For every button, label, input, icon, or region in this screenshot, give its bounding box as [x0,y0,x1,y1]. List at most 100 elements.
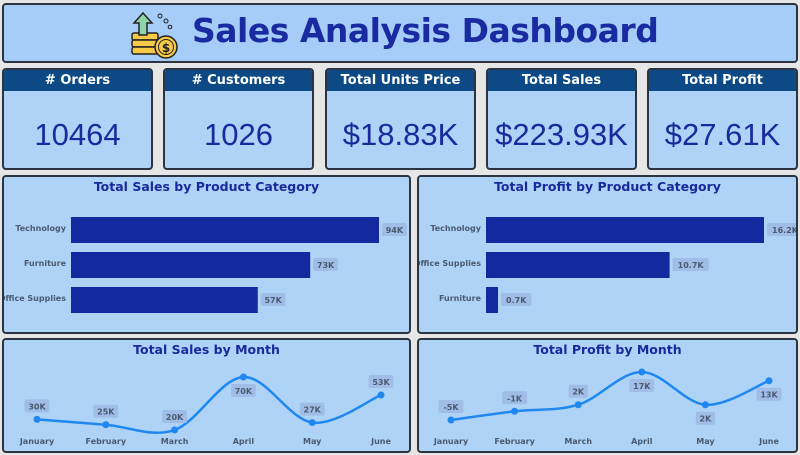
bar [486,252,670,278]
svg-text:$: $ [162,41,170,55]
category-label: Technology [15,224,66,233]
kpi-orders: # Orders 10464 [2,68,153,170]
data-label: 17K [633,382,651,391]
data-label-bg [382,223,407,236]
data-label-bg [672,258,709,271]
data-label-bg [756,387,782,401]
data-label-bg [93,404,119,418]
category-label: Office Supplies [419,259,481,268]
kpi-label: # Customers [165,70,312,91]
data-label: 2K [572,388,585,397]
kpi-label: Total Sales [488,70,635,91]
data-label: 53K [372,378,390,387]
data-label: 30K [28,402,46,411]
data-label: 13K [760,391,778,400]
data-label-bg [501,293,532,306]
data-point [574,401,582,409]
data-label-bg [695,411,715,425]
data-label-bg [568,384,588,398]
data-label: 0.7K [506,296,527,305]
bar [71,252,311,278]
sales-by-category-chart: Total Sales by Product Category Technolo… [2,175,411,334]
bar [71,287,258,313]
profit-by-month-chart: Total Profit by Month -5K January -1K Febru… [417,338,798,453]
data-point [377,391,385,399]
data-point [308,419,316,427]
dashboard-header: $ Sales Analysis Dashboard [2,3,798,63]
category-label: Furniture [439,294,482,303]
x-tick-label: March [564,437,592,446]
kpi-value: $223.93K [495,117,628,152]
data-label: 94K [386,226,404,235]
data-label-bg [438,400,464,413]
sales-by-month-chart: Total Sales by Month 30K January 25K Februa… [2,338,411,453]
data-label: -5K [443,403,459,412]
data-label: 10.7K [678,261,705,270]
money-growth-icon: $ [131,11,178,59]
kpi-total-profit: Total Profit $27.61K [647,68,798,170]
kpi-value: $27.61K [664,117,781,152]
data-label-bg [162,410,187,423]
x-tick-label: June [370,437,391,446]
x-tick-label: March [161,437,189,446]
data-label: 73K [317,261,335,270]
x-tick-label: June [758,437,779,446]
data-point [765,377,773,385]
kpi-total-units-price: Total Units Price $18.83K [325,68,476,170]
chart-title: Total Profit by Month [533,342,682,357]
kpi-label: # Orders [4,70,151,91]
data-label: 16.2K [772,226,796,235]
x-tick-label: February [494,437,535,446]
data-label: 20K [166,413,184,422]
kpi-value: $18.83K [342,117,459,152]
data-point [171,426,179,434]
kpi-value: 10464 [34,117,121,152]
data-label: -1K [507,394,523,403]
data-label: 25K [97,408,115,417]
series-line [450,370,770,422]
x-tick-label: April [233,437,255,446]
kpi-label: Total Units Price [327,70,474,91]
bar [71,217,379,243]
x-tick-label: May [303,437,322,446]
data-label-bg [313,258,338,271]
bar [486,287,499,313]
data-label: 70K [235,387,253,396]
data-label: 57K [264,296,282,305]
data-point [638,368,646,376]
kpi-customers: # Customers 1026 [163,68,314,170]
data-point [239,373,247,381]
data-label-bg [231,384,256,397]
data-label-bg [24,399,50,413]
chart-title: Total Sales by Product Category [93,179,320,194]
kpi-value: 1026 [204,117,273,152]
x-tick-label: February [86,437,127,446]
x-tick-label: January [19,437,55,446]
category-label: Office Supplies [4,294,66,303]
data-point [447,416,455,424]
data-label: 2K [700,415,713,424]
data-label-bg [629,379,655,392]
x-tick-label: May [696,437,715,446]
kpi-total-sales: Total Sales $223.93K [486,68,637,170]
x-tick-label: January [433,437,469,446]
data-point [701,401,709,409]
data-point [33,415,41,423]
data-label-bg [299,402,325,416]
chart-title: Total Profit by Product Category [494,179,721,194]
data-point [102,421,110,429]
x-tick-label: April [631,437,653,446]
series-line [36,375,382,434]
profit-by-category-chart: Total Profit by Product Category Technol… [417,175,798,334]
kpi-label: Total Profit [649,70,796,91]
category-label: Technology [430,224,481,233]
data-label-bg [368,375,394,389]
chart-title: Total Sales by Month [133,342,280,357]
data-point [511,407,519,415]
data-label: 27K [304,406,322,415]
data-label-bg [502,391,527,405]
data-label-bg [260,293,286,306]
category-label: Furniture [24,259,67,268]
bar [486,217,764,243]
page-title: Sales Analysis Dashboard [192,11,659,50]
